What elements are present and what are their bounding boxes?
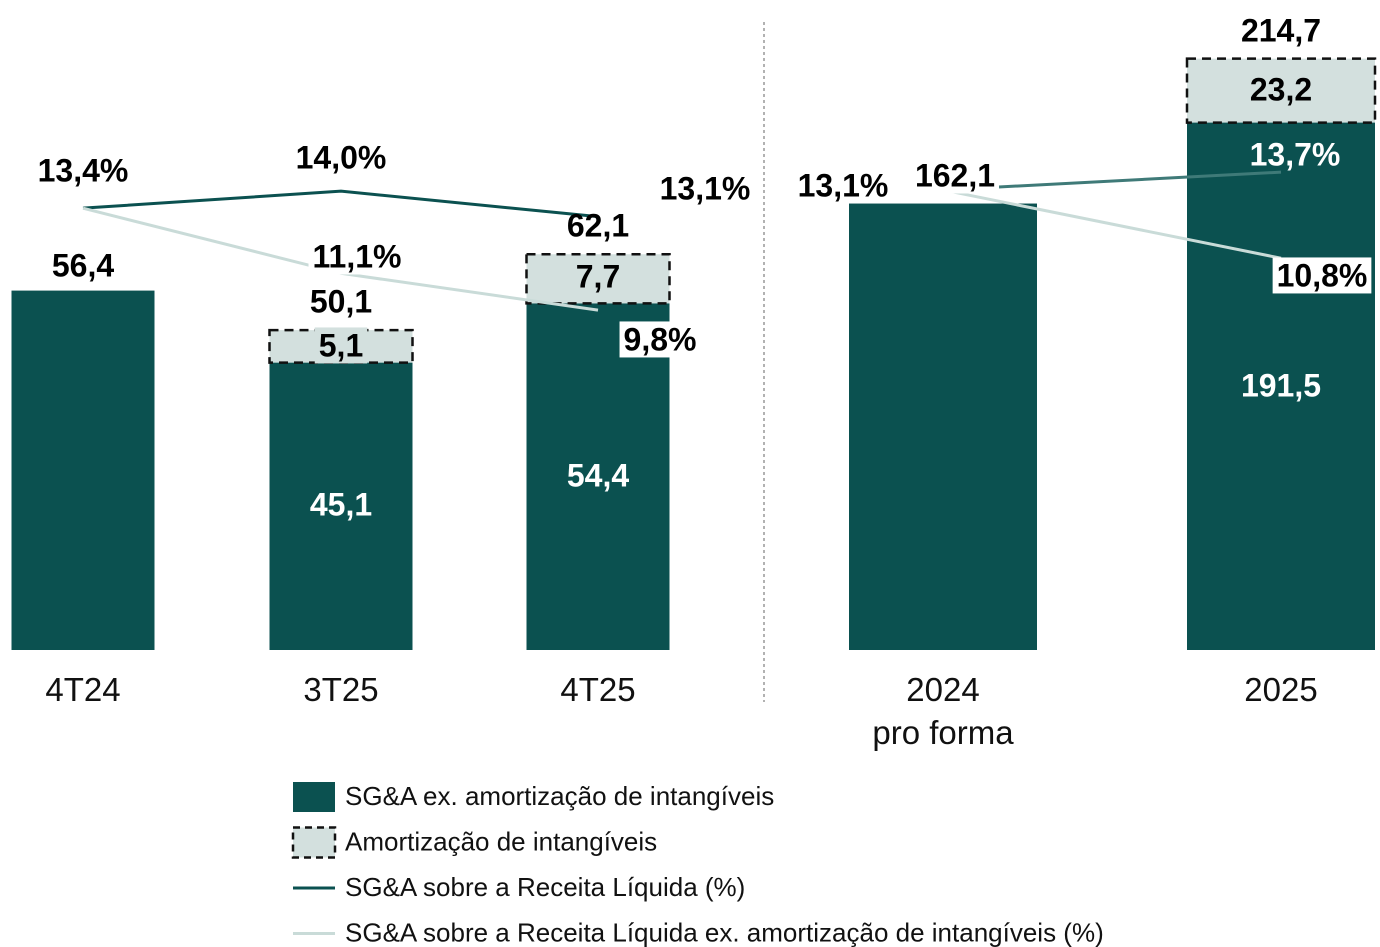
data-label-group: 56,4 [52, 247, 114, 283]
legend-swatch [291, 826, 337, 859]
data-label: 54,4 [567, 457, 629, 493]
label-background [655, 170, 755, 207]
data-label-group: 11,1% [308, 238, 406, 275]
bar [269, 362, 413, 650]
data-label-group: 13,4% [33, 152, 133, 189]
data-label-group: 13,7% [1250, 136, 1341, 172]
x-tick-label: 3T25 [303, 671, 379, 708]
data-label: 13,1% [798, 167, 889, 203]
data-label-group: 50,1 [310, 283, 372, 319]
label-background [910, 157, 1000, 194]
data-label: 162,1 [915, 157, 995, 193]
x-tick-label: 4T24 [45, 671, 121, 708]
data-label-group: 162,1 [910, 157, 1000, 194]
x-tick-label: 4T25 [560, 671, 636, 708]
data-label-group: 10,8% [1272, 257, 1372, 294]
data-label-group: 214,7 [1241, 12, 1321, 48]
data-label: 13,4% [38, 152, 129, 188]
data-label: 14,0% [296, 139, 387, 175]
line [942, 188, 1282, 260]
data-label-group: 54,4 [567, 457, 629, 493]
legend-swatch [293, 782, 335, 812]
data-label: 50,1 [310, 283, 372, 319]
label-background [571, 258, 625, 295]
data-label-group: 14,0% [291, 139, 391, 176]
data-label: 45,1 [310, 486, 372, 522]
label-background [793, 167, 893, 204]
data-label: 62,1 [567, 207, 629, 243]
data-label: 13,1% [660, 170, 751, 206]
data-label-group: 13,1% [655, 170, 755, 207]
data-label: 23,2 [1250, 71, 1312, 107]
data-label-group: 7,7 [571, 258, 625, 295]
data-label-group: 45,1 [310, 486, 372, 522]
label-background [308, 238, 406, 275]
data-label-group: 191,5 [1241, 367, 1321, 403]
data-label: 7,7 [576, 258, 620, 294]
data-label: 214,7 [1241, 12, 1321, 48]
bar [849, 203, 1037, 650]
legend-label: Amortização de intangíveis [345, 826, 657, 856]
x-tick-label: 2025 [1244, 671, 1318, 708]
data-label-group: 23,2 [1250, 71, 1312, 107]
bar-segment [1185, 57, 1377, 124]
label-background [291, 139, 391, 176]
line [942, 170, 1282, 192]
data-label: 11,1% [313, 238, 402, 274]
data-label: 5,1 [319, 327, 363, 363]
data-label: 10,8% [1277, 257, 1368, 293]
bar [1187, 122, 1375, 651]
label-background [1272, 257, 1372, 294]
bar [526, 303, 670, 650]
label-background [33, 152, 133, 189]
data-label: 13,7% [1250, 136, 1341, 172]
label-background [314, 327, 368, 364]
legend-label: SG&A sobre a Receita Líquida ex. amortiz… [345, 917, 1104, 947]
data-label: 191,5 [1241, 367, 1321, 403]
data-label: 9,8% [624, 321, 697, 357]
data-label-group: 5,1 [314, 327, 368, 364]
x-tick-label: 2024 pro forma [872, 671, 1014, 751]
data-label-group: 62,1 [567, 207, 629, 243]
legend-label: SG&A sobre a Receita Líquida (%) [345, 872, 745, 902]
line [82, 189, 599, 219]
legend-label: SG&A ex. amortização de intangíveis [345, 781, 774, 811]
data-label-group: 9,8% [619, 321, 701, 358]
bar [11, 290, 155, 650]
data-label: 56,4 [52, 247, 114, 283]
label-background [619, 321, 701, 358]
data-label-group: 13,1% [793, 167, 893, 204]
